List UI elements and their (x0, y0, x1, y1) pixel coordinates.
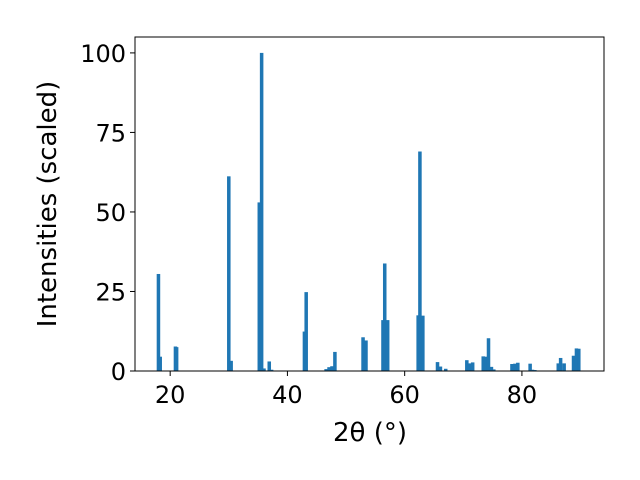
bar (262, 368, 266, 371)
y-tick-label: 50 (95, 199, 126, 227)
x-axis-ticks: 20 40 60 80 (155, 371, 537, 409)
bar (174, 347, 179, 371)
bar (267, 361, 272, 371)
bar (530, 369, 535, 371)
x-tick-label: 20 (155, 381, 186, 409)
bar (435, 362, 440, 371)
x-tick-label: 60 (389, 381, 420, 409)
bar (465, 360, 469, 371)
bar-series (156, 52, 581, 372)
bar (486, 338, 491, 371)
bar (562, 363, 566, 371)
bar (516, 362, 520, 371)
bar (558, 357, 563, 371)
bar (574, 348, 579, 371)
bar (418, 151, 422, 371)
x-axis-label: 2θ (°) (333, 418, 407, 448)
bar (333, 351, 337, 371)
bar (269, 369, 274, 371)
bar (361, 337, 365, 371)
bar (470, 362, 475, 371)
y-tick-label: 75 (95, 119, 126, 147)
bar (158, 356, 162, 371)
bar (513, 363, 517, 371)
bar (156, 273, 161, 371)
x-tick-label: 80 (507, 381, 538, 409)
bar (438, 366, 443, 371)
y-tick-label: 25 (95, 278, 126, 306)
bar (492, 369, 496, 371)
bar (382, 263, 387, 371)
x-tick-label: 40 (272, 381, 303, 409)
bar (330, 366, 334, 371)
y-tick-label: 0 (111, 358, 126, 386)
bar (481, 356, 485, 371)
bar (227, 176, 231, 371)
bar (467, 363, 472, 371)
y-axis-ticks: 0 25 50 75 100 (80, 40, 135, 386)
bar (528, 363, 532, 371)
bar (304, 292, 308, 371)
bar (571, 355, 576, 371)
bar (421, 315, 425, 371)
bar (489, 366, 494, 371)
plot-frame (134, 36, 605, 372)
bar (556, 363, 561, 371)
bar (385, 320, 390, 371)
bar (443, 368, 448, 371)
bar (416, 315, 420, 371)
bar (257, 202, 262, 371)
bar (510, 364, 514, 371)
y-tick-label: 100 (80, 40, 126, 68)
bar (484, 356, 488, 371)
bar (327, 367, 331, 371)
bar (577, 348, 581, 371)
bar (259, 52, 264, 372)
bar (229, 360, 233, 371)
bar (381, 320, 385, 371)
bar (364, 340, 368, 371)
y-axis-label: Intensities (scaled) (33, 81, 63, 328)
bar (324, 369, 328, 371)
